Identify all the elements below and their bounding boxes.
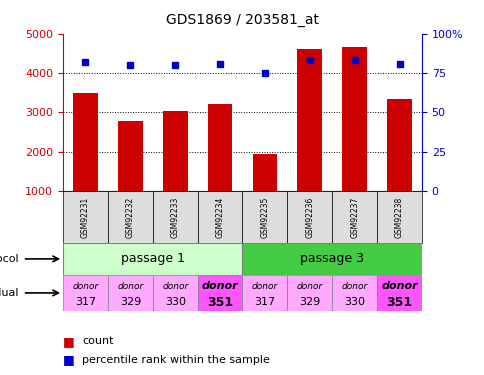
Bar <box>107 274 152 311</box>
Bar <box>152 274 197 311</box>
Text: ■: ■ <box>63 335 75 348</box>
Text: donor: donor <box>296 282 322 291</box>
Bar <box>73 93 98 191</box>
Text: donor: donor <box>251 282 277 291</box>
Text: individual: individual <box>0 288 18 298</box>
Text: 329: 329 <box>120 297 141 307</box>
Text: percentile rank within the sample: percentile rank within the sample <box>82 355 270 365</box>
Text: donor: donor <box>380 281 417 291</box>
Text: GSM92233: GSM92233 <box>170 196 180 238</box>
Bar <box>252 153 277 191</box>
Text: 317: 317 <box>75 297 96 307</box>
Text: GSM92235: GSM92235 <box>260 196 269 238</box>
Text: GSM92234: GSM92234 <box>215 196 224 238</box>
Text: passage 1: passage 1 <box>121 252 184 266</box>
Text: donor: donor <box>117 282 143 291</box>
Text: 317: 317 <box>254 297 275 307</box>
Bar <box>242 191 287 243</box>
Text: passage 3: passage 3 <box>300 252 363 266</box>
Text: GSM92238: GSM92238 <box>394 196 403 238</box>
Text: donor: donor <box>162 282 188 291</box>
Bar <box>242 274 287 311</box>
Text: 351: 351 <box>386 296 412 309</box>
Bar <box>386 99 411 191</box>
Bar <box>118 121 142 191</box>
Text: donor: donor <box>341 282 367 291</box>
Bar <box>107 191 152 243</box>
Text: ■: ■ <box>63 354 75 366</box>
Text: GSM92236: GSM92236 <box>304 196 314 238</box>
Bar <box>242 243 421 274</box>
Text: 329: 329 <box>299 297 320 307</box>
Text: 351: 351 <box>207 296 233 309</box>
Bar <box>297 49 321 191</box>
Text: count: count <box>82 336 114 346</box>
Bar <box>152 191 197 243</box>
Text: GDS1869 / 203581_at: GDS1869 / 203581_at <box>166 13 318 27</box>
Bar <box>63 243 242 274</box>
Text: donor: donor <box>72 282 98 291</box>
Bar <box>63 274 107 311</box>
Bar <box>207 104 232 191</box>
Text: GSM92232: GSM92232 <box>125 196 135 238</box>
Bar <box>332 191 377 243</box>
Text: GSM92237: GSM92237 <box>349 196 359 238</box>
Bar <box>287 191 332 243</box>
Bar <box>197 191 242 243</box>
Text: donor: donor <box>201 281 238 291</box>
Bar <box>332 274 377 311</box>
Text: 330: 330 <box>165 297 185 307</box>
Bar <box>63 191 107 243</box>
Bar <box>376 274 421 311</box>
Bar <box>342 48 366 191</box>
Text: 330: 330 <box>344 297 364 307</box>
Bar <box>163 111 187 191</box>
Text: growth protocol: growth protocol <box>0 254 18 264</box>
Bar <box>376 191 421 243</box>
Text: GSM92231: GSM92231 <box>81 196 90 238</box>
Bar <box>197 274 242 311</box>
Bar <box>287 274 332 311</box>
